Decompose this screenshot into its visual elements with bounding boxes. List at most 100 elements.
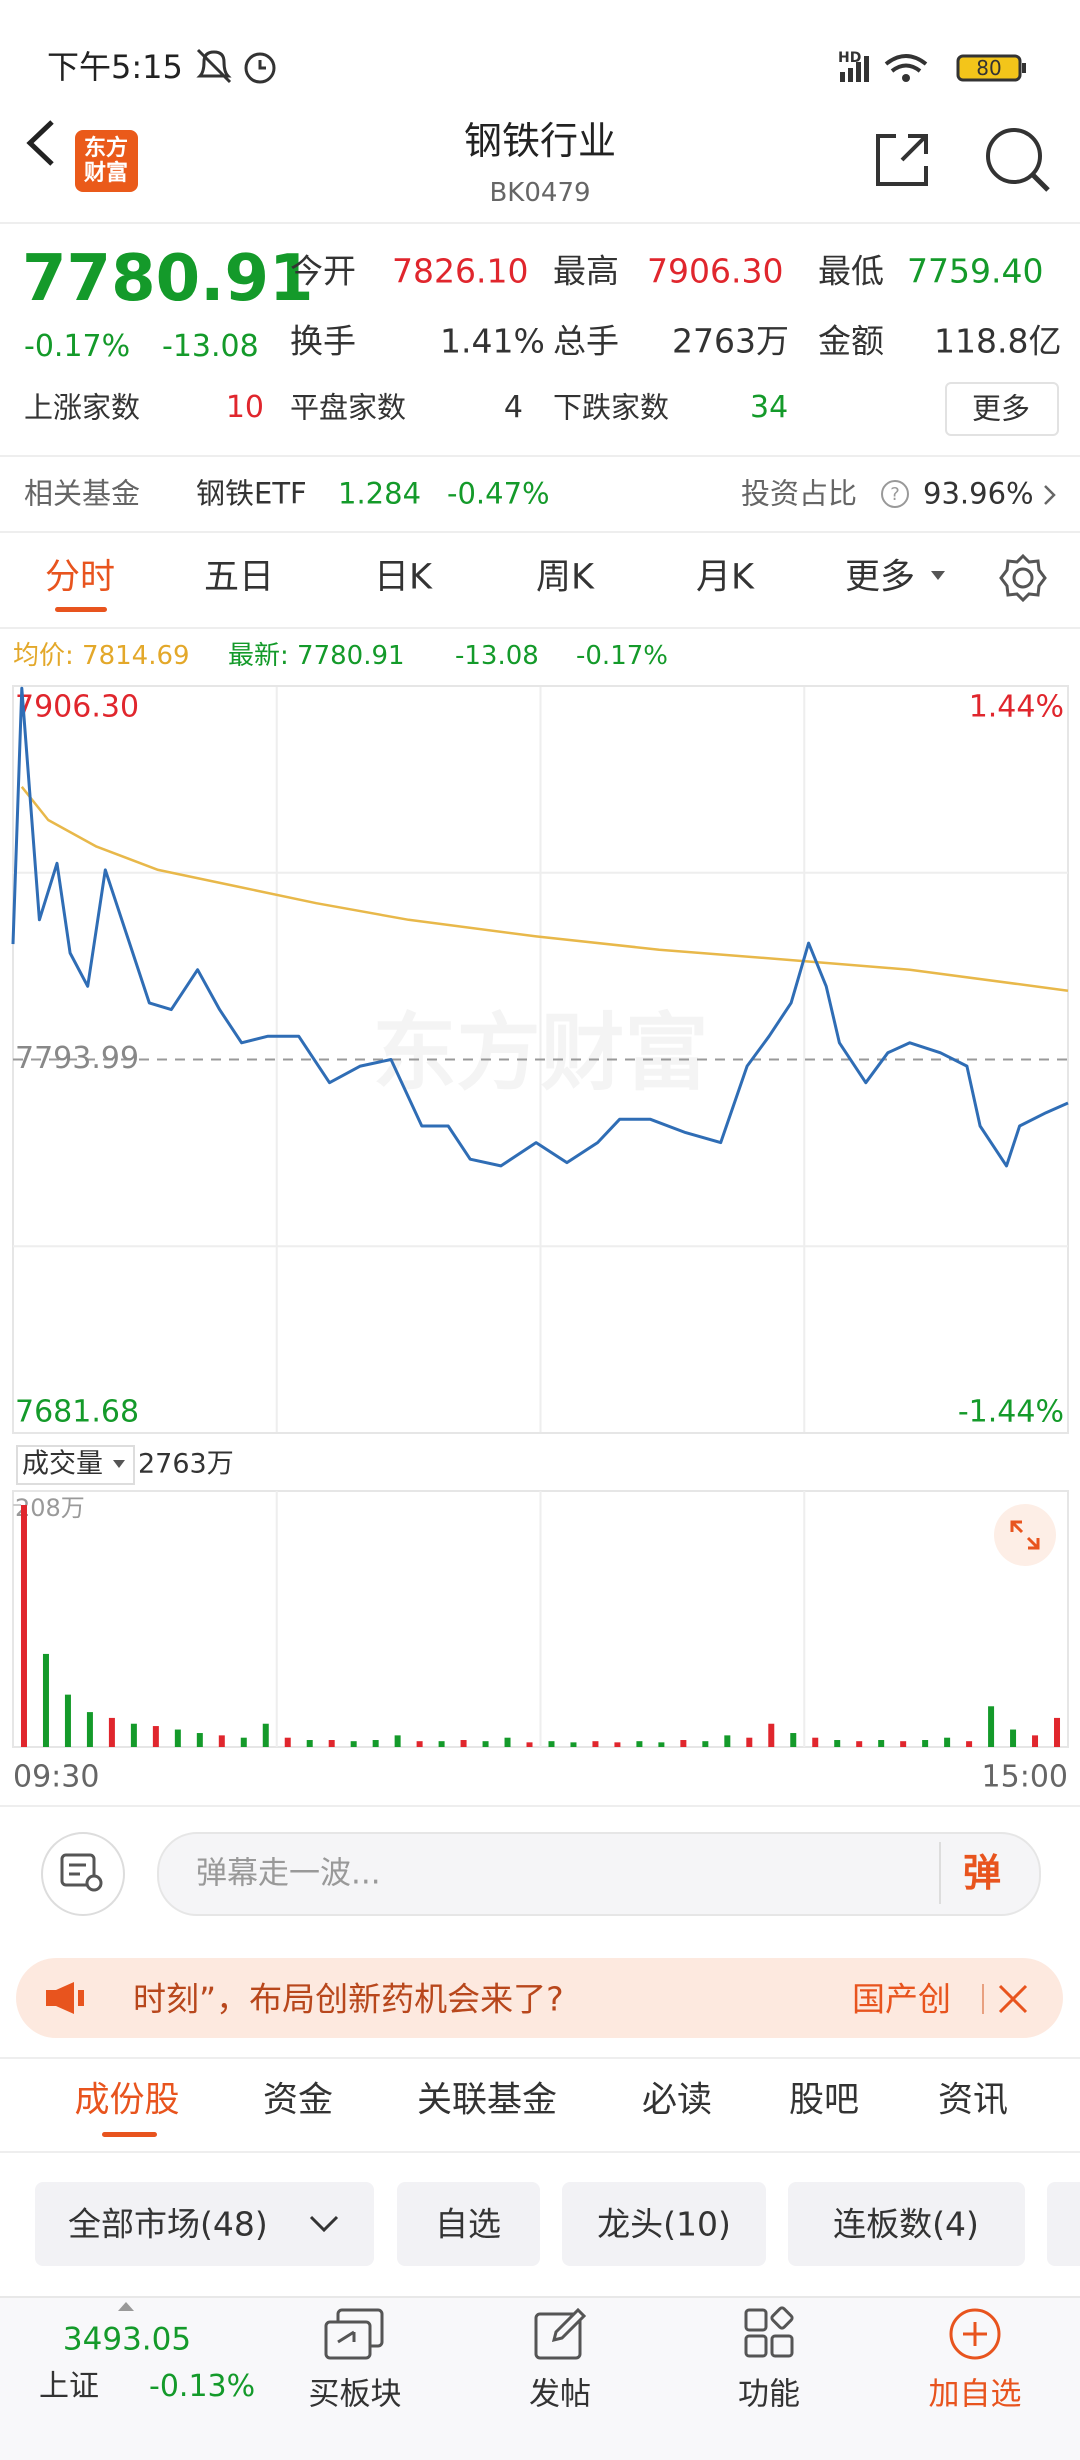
divider xyxy=(0,1805,1080,1807)
section-tab[interactable]: 关联基金 xyxy=(416,2080,558,2121)
volume-bar xyxy=(878,1740,885,1747)
tab[interactable]: 月K xyxy=(696,557,754,598)
divider xyxy=(0,531,1080,533)
close-banner[interactable] xyxy=(996,1982,1030,2016)
volume-bar xyxy=(438,1741,445,1747)
x-tick-label: 15:00 xyxy=(982,1760,1068,1795)
section-tab[interactable]: 必读 xyxy=(641,2080,713,2121)
index-name[interactable]: 上证 xyxy=(39,2369,99,2404)
filter-text: 自选 xyxy=(435,2204,501,2244)
volume-bar xyxy=(328,1740,335,1747)
page-title: 钢铁行业 xyxy=(463,119,617,163)
flat-count: 4 xyxy=(503,390,523,425)
latest-price: 最新: 7780.91 xyxy=(228,641,405,671)
volume-bar xyxy=(152,1726,159,1747)
news-banner[interactable] xyxy=(16,1958,1063,2038)
filter-text: 龙头(10) xyxy=(597,2204,731,2244)
filter-pill[interactable] xyxy=(788,2182,1025,2266)
help-icon[interactable]: ? xyxy=(880,479,910,509)
avg-price: 均价: 7814.69 xyxy=(13,641,190,671)
volume-bar xyxy=(988,1706,995,1747)
volume-bar xyxy=(922,1740,929,1747)
post-icon xyxy=(534,2307,587,2360)
open-price: 7826.10 xyxy=(392,251,529,291)
up-arrow xyxy=(118,2302,134,2311)
indicator-select[interactable] xyxy=(16,1445,135,1485)
y-tick-label: 7793.99 xyxy=(15,1041,139,1076)
action-label[interactable]: 买板块 xyxy=(308,2376,402,2413)
section-tab[interactable]: 资金 xyxy=(262,2080,334,2121)
filter-pill[interactable] xyxy=(397,2182,540,2266)
dropdown-arrow xyxy=(931,571,945,580)
label: 金额 xyxy=(818,321,884,361)
volume-bar xyxy=(900,1741,907,1747)
divider xyxy=(0,455,1080,457)
more-button[interactable] xyxy=(945,382,1059,436)
section-tab[interactable]: 成份股 xyxy=(74,2080,180,2121)
volume-bar xyxy=(790,1733,797,1747)
back-button[interactable] xyxy=(22,118,62,168)
indicator-value: 2763万 xyxy=(138,1448,234,1480)
volume-bar xyxy=(240,1737,247,1747)
tab-indicator xyxy=(102,2132,157,2137)
y-tick-label: 7906.30 xyxy=(15,690,139,725)
chevron-down xyxy=(309,2215,339,2233)
indicator-name: 成交量 xyxy=(22,1448,103,1480)
search-button[interactable] xyxy=(982,124,1052,194)
volume-bar xyxy=(196,1733,203,1747)
action-label[interactable]: 加自选 xyxy=(928,2376,1022,2413)
filter-pill[interactable] xyxy=(562,2182,766,2266)
app-logo xyxy=(75,130,138,192)
status-icons xyxy=(196,48,276,84)
tab[interactable]: 五日 xyxy=(203,557,275,598)
up-count: 10 xyxy=(225,390,264,425)
settings-button[interactable] xyxy=(998,553,1048,603)
tab[interactable]: 周K xyxy=(536,557,594,598)
svg-text:?: ? xyxy=(890,484,900,505)
label: 今开 xyxy=(290,251,356,291)
danmaku-toggle[interactable]: 弹 xyxy=(962,1851,1002,1895)
label: 上涨家数 xyxy=(24,390,141,425)
section-tab[interactable]: 资讯 xyxy=(937,2080,1009,2121)
last-price: 7780.91 xyxy=(22,242,314,316)
volume-bar xyxy=(1054,1717,1061,1747)
volume-bar xyxy=(614,1742,621,1747)
volume-bar xyxy=(174,1729,181,1747)
section-tab[interactable]: 股吧 xyxy=(788,2080,860,2121)
tab[interactable]: 分时 xyxy=(44,557,116,598)
action-label[interactable]: 功能 xyxy=(738,2376,800,2413)
expand-button[interactable] xyxy=(994,1504,1056,1566)
dropdown-arrow xyxy=(113,1460,125,1468)
status-time: 下午5:15 xyxy=(47,48,183,86)
volume-bar xyxy=(350,1741,357,1747)
note-button[interactable] xyxy=(41,1832,125,1916)
action-label[interactable]: 发帖 xyxy=(529,2376,591,2413)
volume-bar xyxy=(218,1735,225,1747)
filter-pill[interactable] xyxy=(1047,2182,1080,2266)
battery-level: 80 xyxy=(976,56,1002,80)
tab[interactable]: 日K xyxy=(374,557,432,598)
volume-bar xyxy=(416,1741,423,1747)
chevron[interactable] xyxy=(1042,484,1058,506)
amount: 118.8亿 xyxy=(934,321,1062,361)
volume-bar xyxy=(1010,1729,1017,1747)
volume-bar xyxy=(20,1505,27,1747)
volume-bar xyxy=(394,1735,401,1747)
high-price: 7906.30 xyxy=(647,251,784,291)
status-network: HD xyxy=(838,50,862,66)
tab[interactable]: 更多 xyxy=(844,557,916,598)
index-value[interactable]: 3493.05 xyxy=(62,2321,192,2358)
volume-bar xyxy=(966,1741,973,1747)
index-pct[interactable]: -0.13% xyxy=(149,2369,256,2404)
watermark: 东方财富 xyxy=(372,1004,708,1102)
share-button[interactable] xyxy=(872,130,932,190)
volume-bar xyxy=(108,1717,115,1747)
banner-text: 时刻”，布局创新药机会来了? xyxy=(133,1979,564,2019)
danmaku-input[interactable] xyxy=(157,1832,1041,1916)
volume-bar xyxy=(306,1740,313,1747)
logo-text: 东方 xyxy=(83,136,129,161)
more-button-text: 更多 xyxy=(971,391,1031,426)
volume-bar xyxy=(746,1737,753,1747)
fund-pct: -0.47% xyxy=(447,476,550,511)
